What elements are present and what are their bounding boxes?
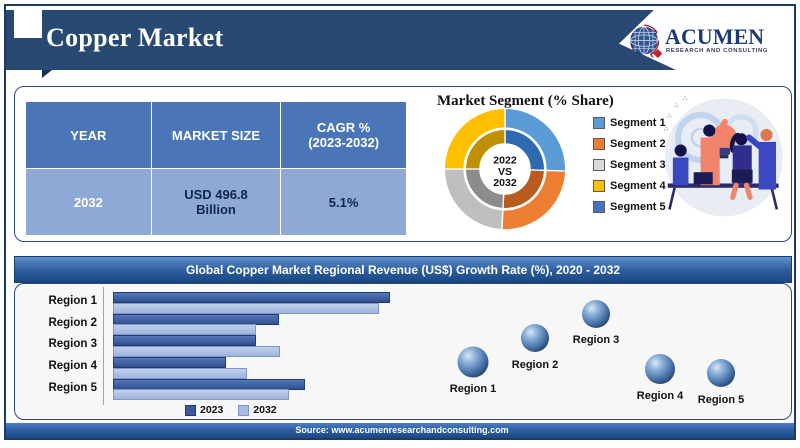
svg-text:2032: 2032 (493, 177, 517, 189)
svg-text:ACUMEN: ACUMEN (665, 25, 764, 49)
svg-text:RESEARCH AND CONSULTING: RESEARCH AND CONSULTING (666, 48, 768, 54)
svg-text:VS: VS (498, 166, 512, 178)
svg-text:2022: 2022 (493, 155, 517, 167)
